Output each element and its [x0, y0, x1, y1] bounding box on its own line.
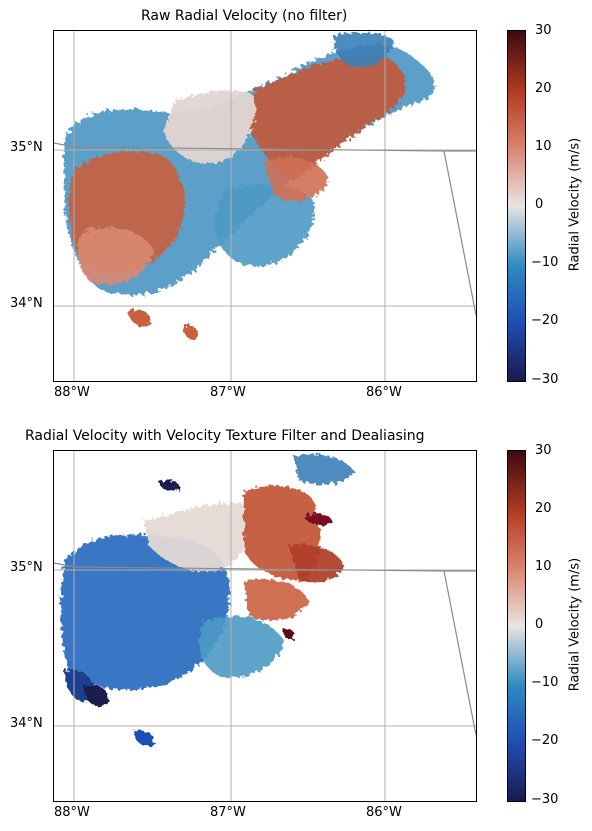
radar-velocity-image	[54, 31, 476, 381]
lon-tick-label: 88°W	[54, 805, 90, 820]
lon-tick-label: 86°W	[366, 385, 402, 400]
panel-title: Raw Radial Velocity (no filter)	[141, 8, 348, 24]
lat-tick-label: 35°N	[10, 140, 43, 155]
radar-map	[53, 450, 477, 802]
colorbar-tick-label: −30	[531, 372, 559, 387]
lat-tick-label: 34°N	[10, 716, 43, 731]
colorbar-tick-label: −20	[531, 313, 559, 328]
colorbar-tick-label: 10	[535, 559, 552, 574]
colorbar-label: Radial Velocity (m/s)	[567, 137, 583, 272]
colorbar-tick-label: −10	[531, 255, 559, 270]
colorbar-tick-label: 10	[535, 139, 552, 154]
colorbar-label: Radial Velocity (m/s)	[567, 557, 583, 692]
colorbar-tick-label: 20	[535, 501, 552, 516]
colorbar-tick-label: −30	[531, 792, 559, 807]
lon-tick-label: 86°W	[366, 805, 402, 820]
lat-tick-label: 35°N	[10, 560, 43, 575]
colorbar	[507, 450, 526, 802]
panel-title: Radial Velocity with Velocity Texture Fi…	[25, 428, 425, 444]
lon-tick-label: 87°W	[210, 805, 246, 820]
colorbar-tick-label: 0	[535, 617, 544, 632]
colorbar-tick-label: −10	[531, 675, 559, 690]
colorbar-tick-label: 0	[535, 197, 544, 212]
radar-velocity-image	[54, 451, 476, 801]
colorbar-tick-label: 20	[535, 81, 552, 96]
colorbar-tick-label: 30	[535, 23, 552, 38]
colorbar-tick-label: −20	[531, 733, 559, 748]
lon-tick-label: 88°W	[54, 385, 90, 400]
lat-tick-label: 34°N	[10, 296, 43, 311]
radar-map	[53, 30, 477, 382]
lon-tick-label: 87°W	[210, 385, 246, 400]
colorbar	[507, 30, 526, 382]
colorbar-tick-label: 30	[535, 443, 552, 458]
